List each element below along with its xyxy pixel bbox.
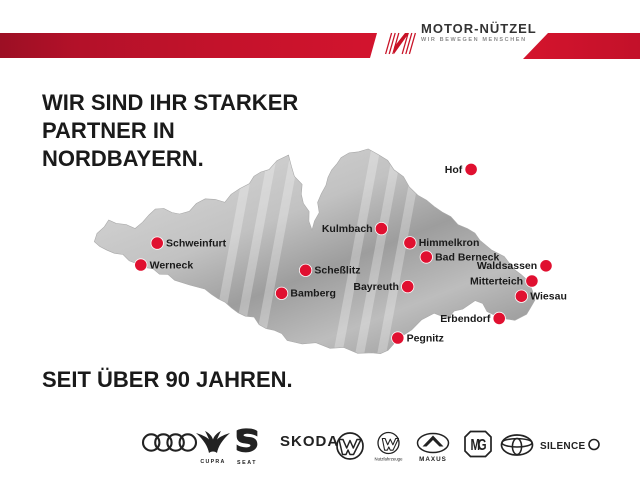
svg-text:SKODA: SKODA — [280, 433, 339, 450]
svg-text:Nutzfahrzeuge: Nutzfahrzeuge — [375, 457, 404, 462]
svg-text:SEAT: SEAT — [237, 460, 257, 466]
svg-text:CUPRA: CUPRA — [200, 459, 225, 465]
svg-text:SILENCE: SILENCE — [540, 441, 585, 452]
svg-text:MG: MG — [471, 435, 486, 453]
svg-text:MAXUS: MAXUS — [419, 456, 447, 463]
